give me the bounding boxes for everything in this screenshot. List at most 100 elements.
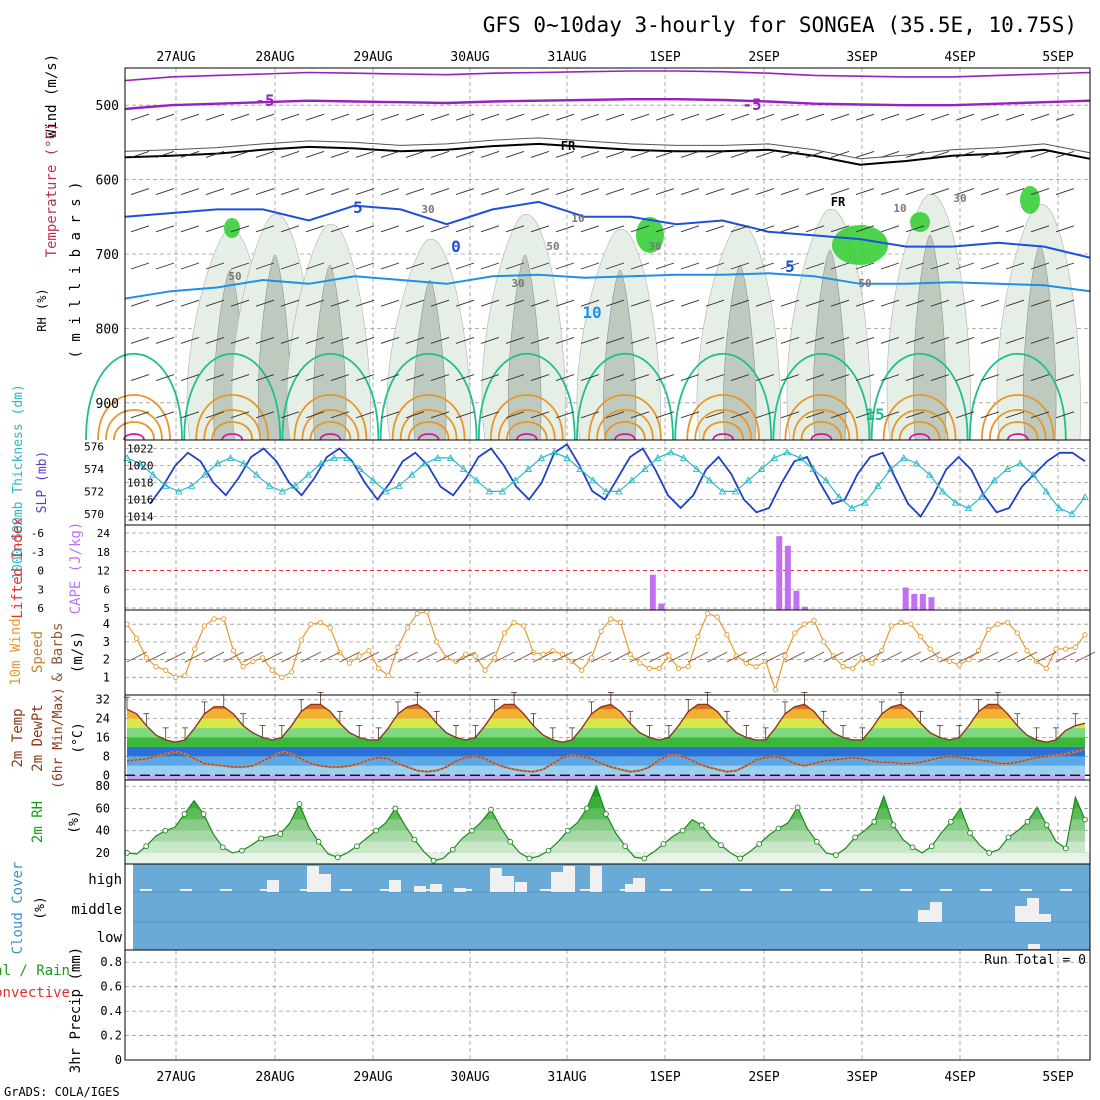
y-tick-cape: 24 bbox=[97, 527, 111, 540]
wind-barb-10m bbox=[378, 651, 399, 663]
y-axis-label-temp2m: 2m Temp bbox=[10, 708, 26, 767]
wind-barb-10m bbox=[300, 651, 322, 663]
thickness-point bbox=[330, 453, 338, 461]
wind-barb bbox=[1030, 262, 1050, 270]
thickness-point bbox=[239, 459, 248, 467]
wind-barb bbox=[405, 113, 425, 121]
wind-barb bbox=[155, 262, 175, 270]
wind-barb bbox=[755, 262, 775, 270]
wind-barb bbox=[730, 374, 750, 382]
wind-barb bbox=[705, 374, 725, 382]
wind-barb bbox=[980, 374, 1000, 382]
wind-barb bbox=[680, 262, 700, 270]
wind-barb-10m bbox=[552, 651, 573, 663]
wind-barb bbox=[530, 188, 550, 196]
wind-point bbox=[1053, 646, 1059, 652]
wind-point bbox=[346, 660, 353, 666]
wind-barb bbox=[430, 150, 450, 158]
cloud-high-trace bbox=[900, 889, 912, 891]
cloud-high-trace bbox=[180, 889, 192, 891]
y-tick-slp: 1020 bbox=[127, 460, 154, 473]
rh-band bbox=[127, 841, 1085, 853]
cloud-high-trace bbox=[220, 889, 232, 891]
wind-barb-10m bbox=[126, 651, 147, 663]
wind-barb bbox=[880, 150, 900, 158]
contour-label: -5 bbox=[255, 91, 274, 110]
wind-barb bbox=[1055, 150, 1075, 158]
wind-barb bbox=[330, 299, 350, 307]
isotherm-warm-loop bbox=[712, 433, 735, 441]
wind-barb bbox=[705, 411, 725, 419]
y-tick-pressure: 900 bbox=[96, 397, 119, 412]
isotherm-warm-loop bbox=[391, 394, 466, 441]
wind-barb bbox=[230, 262, 250, 270]
wind-barb bbox=[355, 262, 375, 270]
wind-barb bbox=[855, 299, 875, 307]
wind-barb bbox=[430, 113, 450, 121]
thickness-point bbox=[1068, 509, 1076, 517]
isotherm-warm-loop bbox=[85, 353, 183, 441]
wind-barb bbox=[405, 225, 425, 233]
wind-barb bbox=[480, 374, 500, 382]
wind-barb bbox=[530, 411, 550, 419]
wind-barb-10m bbox=[803, 651, 825, 663]
wind-point bbox=[569, 658, 575, 665]
y-axis-label-precip: 3hr Precip (mm) bbox=[68, 947, 84, 1073]
thickness-point bbox=[446, 453, 455, 461]
wind-barb bbox=[380, 262, 400, 270]
thickness-point bbox=[822, 476, 830, 484]
wind-point bbox=[724, 632, 730, 638]
wind-barb bbox=[180, 262, 200, 270]
cloud-high-trace bbox=[300, 889, 312, 891]
wind-barb-10m bbox=[494, 651, 515, 663]
thickness-point bbox=[887, 465, 895, 473]
wind-barb bbox=[905, 262, 925, 270]
wind-barb bbox=[955, 262, 975, 270]
wind-barb-10m bbox=[1016, 651, 1038, 663]
wind-barb bbox=[405, 336, 425, 344]
wind-barb bbox=[330, 262, 350, 270]
cloud-high-block bbox=[515, 882, 527, 892]
y-tick-li: 6 bbox=[37, 602, 44, 615]
wind-barb bbox=[280, 336, 300, 344]
date-label-bottom: 29AUG bbox=[353, 1070, 392, 1085]
rh-base-fill bbox=[125, 852, 1090, 864]
wind-barb bbox=[205, 113, 225, 121]
wind-barb-10m bbox=[726, 651, 747, 663]
wind-barb bbox=[655, 262, 675, 270]
wind-barb bbox=[980, 262, 1000, 270]
wind-barb bbox=[805, 150, 825, 158]
wind-barb bbox=[430, 225, 450, 233]
thickness-point bbox=[382, 487, 390, 495]
rh-high-patch bbox=[224, 218, 240, 238]
contour-label: 50 bbox=[546, 240, 559, 253]
wind-point bbox=[995, 621, 1001, 627]
y-tick-temp: 8 bbox=[103, 749, 110, 763]
wind-barb-10m bbox=[532, 651, 554, 663]
wind-barb bbox=[655, 188, 675, 196]
wind-barb-10m bbox=[649, 651, 670, 663]
rh-point bbox=[794, 804, 801, 811]
wind-barb bbox=[1030, 188, 1050, 196]
wind-barb bbox=[855, 262, 875, 270]
thickness-point bbox=[848, 504, 856, 512]
wind-barb bbox=[880, 262, 900, 270]
y-axis-label-wind: Wind (m/s) bbox=[44, 54, 60, 138]
wind-barb bbox=[955, 113, 975, 121]
isotherm-warm-loop bbox=[890, 409, 949, 441]
thickness-point bbox=[990, 476, 999, 484]
thickness-point bbox=[550, 448, 558, 456]
wind-barb bbox=[630, 262, 650, 270]
isotherm-warm-loop bbox=[281, 353, 380, 441]
wind-barb bbox=[1055, 336, 1075, 344]
wind-barb bbox=[905, 374, 925, 382]
wind-barb bbox=[555, 113, 575, 121]
thickness-point bbox=[459, 465, 468, 473]
wind-point bbox=[753, 664, 759, 670]
wind-barb-10m bbox=[513, 651, 534, 663]
wind-barb bbox=[580, 336, 600, 344]
wind-barb bbox=[980, 150, 1000, 158]
wind-barb bbox=[255, 374, 275, 382]
cloud-middle-block bbox=[1027, 898, 1039, 922]
date-label-bottom: 27AUG bbox=[156, 1070, 195, 1085]
